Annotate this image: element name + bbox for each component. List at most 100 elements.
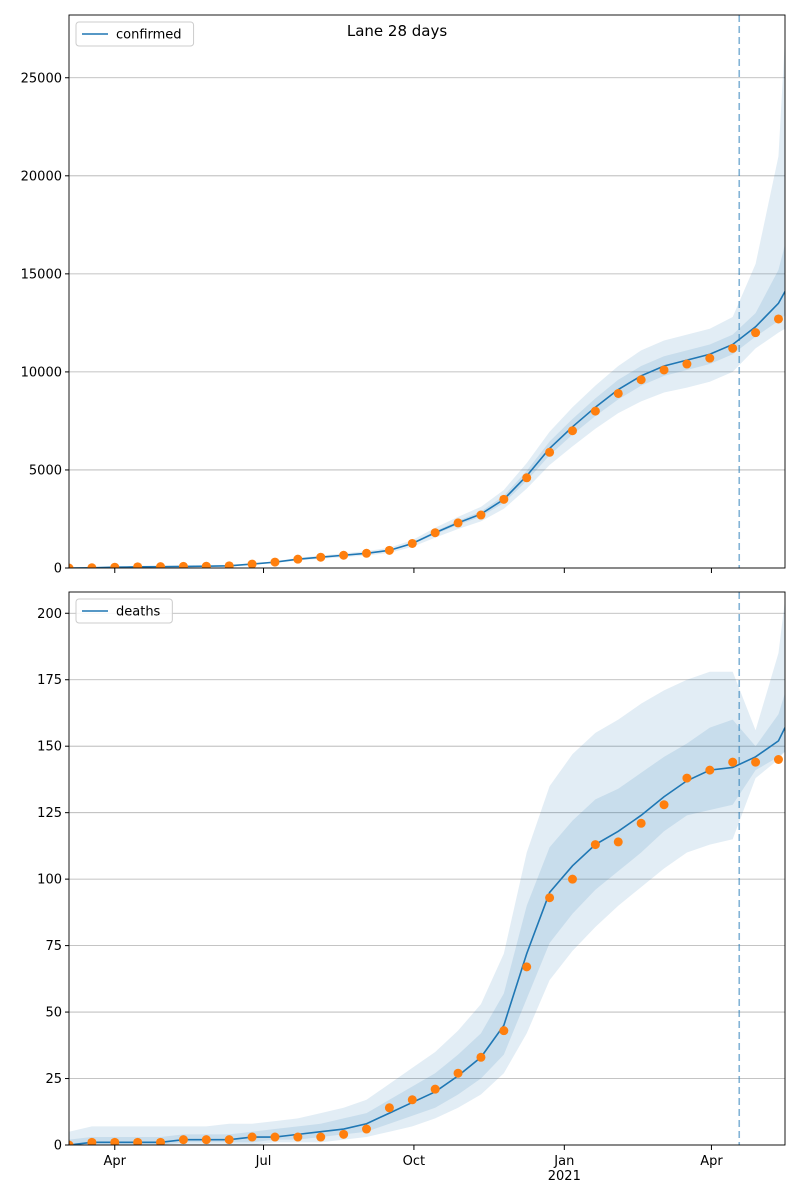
- x-tick-label: Jan 2021: [548, 1154, 581, 1184]
- observed-point: [270, 557, 280, 567]
- observed-point: [384, 1103, 394, 1113]
- observed-point: [156, 1137, 166, 1145]
- observed-point: [453, 1068, 463, 1078]
- observed-point: [430, 1084, 440, 1094]
- observed-point: [682, 773, 692, 783]
- observed-point: [69, 563, 74, 568]
- y-tick-label: 50: [45, 1006, 62, 1021]
- observed-point: [705, 765, 715, 775]
- observed-point: [133, 1137, 143, 1145]
- plot-area: [69, 38, 785, 568]
- observed-point: [87, 563, 97, 568]
- uncertainty-band: [69, 244, 785, 568]
- observed-point: [407, 538, 417, 548]
- observed-point: [224, 561, 234, 568]
- x-tick-label: Apr: [700, 1154, 723, 1169]
- x-tick-label: Jul: [255, 1154, 272, 1169]
- observed-point: [293, 554, 303, 564]
- y-tick-label: 0: [54, 562, 62, 577]
- observed-point: [476, 510, 486, 520]
- observed-point: [178, 561, 188, 568]
- observed-point: [453, 518, 463, 528]
- observed-point: [659, 800, 669, 810]
- observed-point: [156, 562, 166, 568]
- legend-box: [75, 598, 173, 624]
- observed-point: [247, 1132, 257, 1142]
- observed-point: [476, 1052, 486, 1062]
- y-tick-label: 150: [37, 740, 62, 755]
- observed-point: [659, 365, 669, 375]
- legend-label: confirmed: [116, 28, 182, 43]
- observed-point: [316, 552, 326, 562]
- observed-point: [590, 840, 600, 850]
- observed-point: [87, 1137, 97, 1145]
- observed-point: [567, 874, 577, 884]
- y-tick-label: 20000: [21, 169, 62, 184]
- observed-point: [201, 561, 211, 568]
- observed-point: [728, 343, 738, 353]
- observed-point: [590, 406, 600, 416]
- observed-point: [362, 548, 372, 558]
- observed-point: [705, 353, 715, 363]
- observed-point: [316, 1132, 326, 1142]
- y-tick-label: 75: [45, 939, 62, 954]
- observed-point: [133, 562, 143, 568]
- observed-point: [751, 757, 761, 767]
- observed-point: [613, 388, 623, 398]
- uncertainty-band: [69, 38, 785, 568]
- y-tick-label: 125: [37, 806, 62, 821]
- uncertainty-band: [69, 599, 785, 1145]
- observed-point: [339, 550, 349, 560]
- observed-point: [613, 837, 623, 847]
- observed-point: [293, 1132, 303, 1142]
- y-tick-label: 200: [37, 607, 62, 622]
- y-tick-label: 15000: [21, 267, 62, 282]
- model-line: [69, 291, 785, 568]
- observed-point: [384, 545, 394, 555]
- legend-box: [75, 21, 195, 47]
- uncertainty-band: [69, 693, 785, 1145]
- x-tick-label-line: Jan: [553, 1154, 574, 1169]
- observed-point: [545, 447, 555, 457]
- x-tick-label: Apr: [104, 1154, 127, 1169]
- observed-point: [636, 818, 646, 828]
- observed-point: [773, 754, 783, 764]
- observed-point: [522, 962, 532, 972]
- observed-point: [751, 328, 761, 338]
- y-tick-label: 25000: [21, 71, 62, 86]
- axes-frame: [68, 14, 786, 569]
- observed-point: [430, 528, 440, 538]
- y-tick-label: 10000: [21, 365, 62, 380]
- plot-area: [69, 599, 785, 1145]
- observed-point: [247, 559, 257, 568]
- observed-point: [339, 1129, 349, 1139]
- observed-point: [728, 757, 738, 767]
- observed-point: [270, 1132, 280, 1142]
- observed-point: [224, 1135, 234, 1145]
- observed-point: [110, 562, 120, 568]
- observed-point: [110, 1137, 120, 1145]
- y-tick-label: 25: [45, 1072, 62, 1087]
- axes-frame: [68, 591, 786, 1146]
- x-tick-label-line: 2021: [548, 1169, 581, 1184]
- observed-point: [499, 494, 509, 504]
- observed-point: [362, 1124, 372, 1134]
- observed-point: [178, 1135, 188, 1145]
- y-tick-label: 5000: [29, 463, 62, 478]
- observed-point: [567, 426, 577, 436]
- observed-point: [499, 1026, 509, 1036]
- observed-point: [773, 314, 783, 324]
- observed-point: [407, 1095, 417, 1105]
- observed-point: [522, 473, 532, 483]
- y-tick-label: 100: [37, 873, 62, 888]
- figure-title: Lane 28 days: [347, 22, 447, 40]
- y-tick-label: 175: [37, 673, 62, 688]
- legend-label: deaths: [116, 605, 161, 620]
- x-tick-label: Oct: [403, 1154, 425, 1169]
- y-tick-label: 0: [54, 1139, 62, 1154]
- observed-point: [201, 1135, 211, 1145]
- observed-point: [636, 375, 646, 385]
- observed-point: [545, 893, 555, 903]
